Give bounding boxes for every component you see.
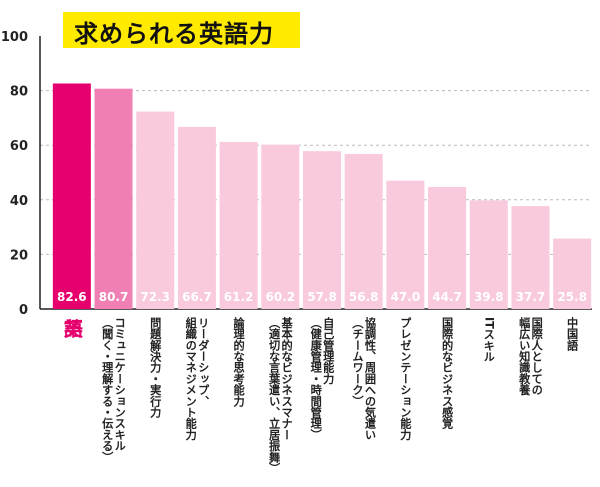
value-label: 82.6 (57, 290, 87, 304)
bar (261, 144, 300, 309)
category-label: 英 (61, 318, 83, 340)
category-label: 組織のマネジメント能力 (184, 316, 197, 441)
chart-title-highlight (63, 12, 300, 48)
value-label: 66.7 (182, 290, 212, 304)
y-tick-label: 60 (10, 139, 28, 154)
category-label: 自己管理能力 (322, 316, 335, 385)
category-label: 国際人としての (530, 316, 543, 396)
bar (94, 88, 133, 310)
value-label: 25.8 (557, 290, 587, 304)
bar (469, 200, 508, 309)
value-label: 57.8 (307, 290, 337, 304)
category-label: プレゼンテーション能力 (399, 317, 412, 441)
value-label: 44.7 (432, 290, 462, 304)
chart-title: 求められる英語力 (74, 20, 274, 48)
category-label: 幅広い知識教養 (518, 316, 532, 396)
bar (303, 151, 341, 309)
value-label: 60.2 (266, 290, 296, 304)
y-tick-label: 0 (19, 303, 28, 318)
value-label: 37.7 (516, 290, 546, 304)
category-label: （聞く・理解する・伝える） (101, 317, 115, 463)
category-label: 国際的なビジネス感覚 (441, 316, 454, 430)
bar (344, 153, 383, 309)
category-label: ITスキル (482, 317, 495, 362)
value-label: 61.2 (224, 290, 254, 304)
y-tick-label: 20 (10, 248, 28, 263)
category-label: 基本的なビジネスマナー (280, 316, 294, 440)
value-label: 47.0 (391, 290, 421, 304)
bar (553, 238, 592, 309)
category-label: （健康管理・時間管理） (309, 317, 323, 440)
bar (511, 206, 550, 309)
value-label: 72.3 (140, 290, 170, 304)
y-tick-label: 80 (10, 85, 28, 100)
category-label: 協調性、周囲への気遣い (363, 316, 376, 440)
category-label: （チームワーク） (351, 317, 365, 407)
y-tick-label: 100 (1, 30, 28, 45)
category-label: 中国語 (566, 316, 579, 351)
y-tick-label: 40 (10, 194, 28, 209)
category-label: （適切な言葉遣い、立居振舞） (268, 317, 282, 474)
value-label: 80.7 (99, 290, 129, 304)
bar (136, 111, 175, 309)
value-label: 39.8 (474, 290, 504, 304)
category-label: 語 (61, 318, 83, 340)
category-label: 論理的な思考能力 (232, 316, 245, 407)
bar (52, 83, 91, 309)
category-label: 問題解決力・実行力 (149, 317, 163, 419)
category-label: リーダーシップ、 (197, 317, 210, 407)
bar (386, 180, 425, 309)
value-label: 56.8 (349, 290, 379, 304)
bar (428, 186, 467, 309)
bar (177, 126, 216, 309)
bar (219, 141, 258, 309)
category-label: コミュニケーションスキル (113, 317, 126, 451)
